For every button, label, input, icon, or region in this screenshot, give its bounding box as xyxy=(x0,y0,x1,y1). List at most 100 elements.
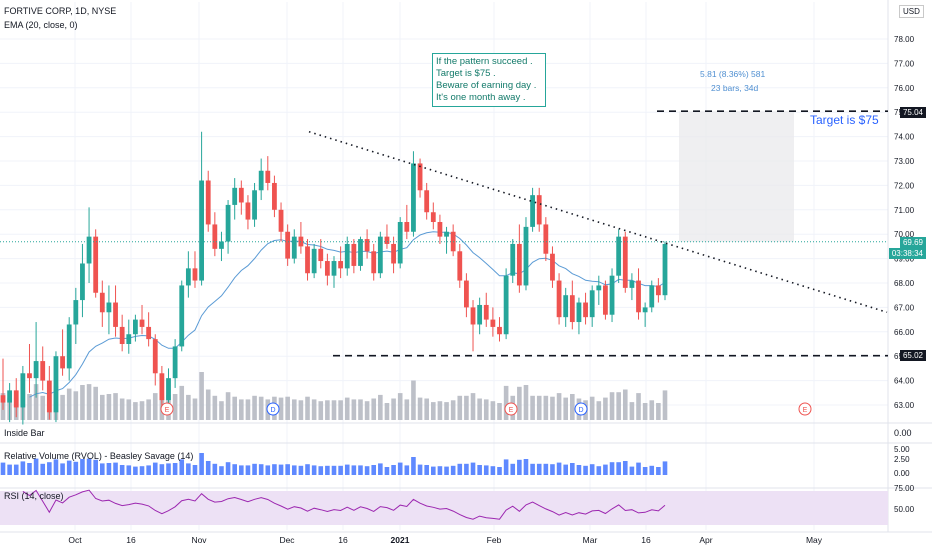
candle-body xyxy=(179,285,185,347)
rvol-bar xyxy=(113,462,118,475)
candle-body xyxy=(490,319,496,327)
volume-bar xyxy=(391,398,396,420)
candle-body xyxy=(46,380,52,413)
rsi-label: RSI (14, close) xyxy=(4,491,64,501)
rvol-bar xyxy=(278,464,284,475)
candle-body xyxy=(543,224,549,254)
rvol-bar xyxy=(53,459,59,475)
rvol-bar xyxy=(384,467,390,475)
candle-body xyxy=(536,195,542,225)
rvol-bar xyxy=(258,464,264,475)
candle-body xyxy=(60,356,65,369)
volume-bar xyxy=(318,401,324,420)
rvol-bar xyxy=(656,467,661,475)
rvol-bar xyxy=(563,464,568,475)
candle-body xyxy=(424,190,430,213)
candle-body xyxy=(192,268,198,281)
rvol-bar xyxy=(186,463,191,475)
volume-bar xyxy=(662,390,668,420)
volume-bar xyxy=(252,395,257,420)
rvol-bar xyxy=(305,464,310,475)
rvol-tick-label: 2.50 xyxy=(894,455,910,464)
candle-body xyxy=(589,290,595,318)
volume-bar xyxy=(622,389,628,420)
candle-body xyxy=(583,302,588,318)
volume-bar xyxy=(589,396,595,420)
rvol-bar xyxy=(503,459,509,475)
candle-body xyxy=(252,190,257,220)
volume-bar xyxy=(636,393,641,420)
volume-bar xyxy=(397,393,403,420)
rvol-bar xyxy=(172,463,178,475)
candle-body xyxy=(603,285,608,315)
candle-body xyxy=(238,187,244,203)
candle-body xyxy=(113,302,118,327)
volume-bar xyxy=(186,394,191,420)
candle-body xyxy=(655,285,661,296)
candle-body xyxy=(185,268,191,286)
rvol-bar xyxy=(649,465,655,475)
rvol-bar xyxy=(609,462,615,475)
candle-body xyxy=(205,180,211,225)
candle-body xyxy=(291,236,297,259)
candle-body xyxy=(146,326,152,340)
rvol-bar xyxy=(311,465,317,475)
rvol-bar xyxy=(60,463,65,475)
volume-bar xyxy=(384,403,390,420)
time-tick-label: Dec xyxy=(279,535,295,545)
event-marker-label: E xyxy=(803,407,808,414)
rvol-bar xyxy=(510,463,516,475)
volume-bar xyxy=(523,385,529,420)
rvol-bar xyxy=(0,462,6,475)
candle-body xyxy=(371,251,377,274)
volume-bar xyxy=(113,393,118,420)
volume-bar xyxy=(530,395,535,420)
candle-body xyxy=(497,326,502,335)
volume-bar xyxy=(351,399,357,420)
rvol-bar xyxy=(133,466,138,475)
rvol-bar xyxy=(205,461,211,475)
rvol-bar xyxy=(589,464,595,475)
candle-body xyxy=(285,231,291,259)
rvol-bar xyxy=(378,463,383,475)
event-marker-label: E xyxy=(509,407,514,414)
rvol-bar xyxy=(325,465,330,475)
rvol-bar xyxy=(100,463,105,475)
candle-body xyxy=(629,280,635,288)
rvol-bar xyxy=(417,464,423,475)
candle-body xyxy=(430,212,436,222)
volume-bar xyxy=(344,397,350,420)
candle-body xyxy=(265,170,271,183)
inside-bar-label: Inside Bar xyxy=(4,428,45,438)
rvol-bar xyxy=(662,461,668,475)
volume-bar xyxy=(596,401,602,420)
volume-bar xyxy=(656,403,661,420)
chart-title: FORTIVE CORP, 1D, NYSE xyxy=(4,6,117,16)
candle-body xyxy=(550,253,555,281)
rvol-bar xyxy=(232,464,237,475)
candle-body xyxy=(166,378,171,401)
rvol-bar xyxy=(318,466,324,475)
time-tick-label: 16 xyxy=(126,535,136,545)
volume-bar xyxy=(642,403,648,420)
candle-body xyxy=(311,248,317,274)
measure-bars: 23 bars, 34d xyxy=(711,83,759,93)
candle-body xyxy=(119,326,125,344)
candle-body xyxy=(212,224,218,249)
volume-bar xyxy=(550,396,555,420)
rvol-bar xyxy=(47,462,52,475)
volume-bar xyxy=(470,393,476,420)
rvol-bar xyxy=(245,465,251,475)
currency-label[interactable]: USD xyxy=(899,5,924,18)
volume-bar xyxy=(411,380,416,420)
candle-body xyxy=(470,307,476,325)
rvol-bar xyxy=(457,463,463,475)
trendline xyxy=(308,130,888,314)
volume-bar xyxy=(40,395,46,420)
event-marker-label: D xyxy=(578,407,583,414)
rsi-tick-label: 75.00 xyxy=(894,484,915,493)
price-tick-label: 67.00 xyxy=(894,303,915,312)
candle-body xyxy=(318,248,324,262)
candle-body xyxy=(40,361,46,381)
